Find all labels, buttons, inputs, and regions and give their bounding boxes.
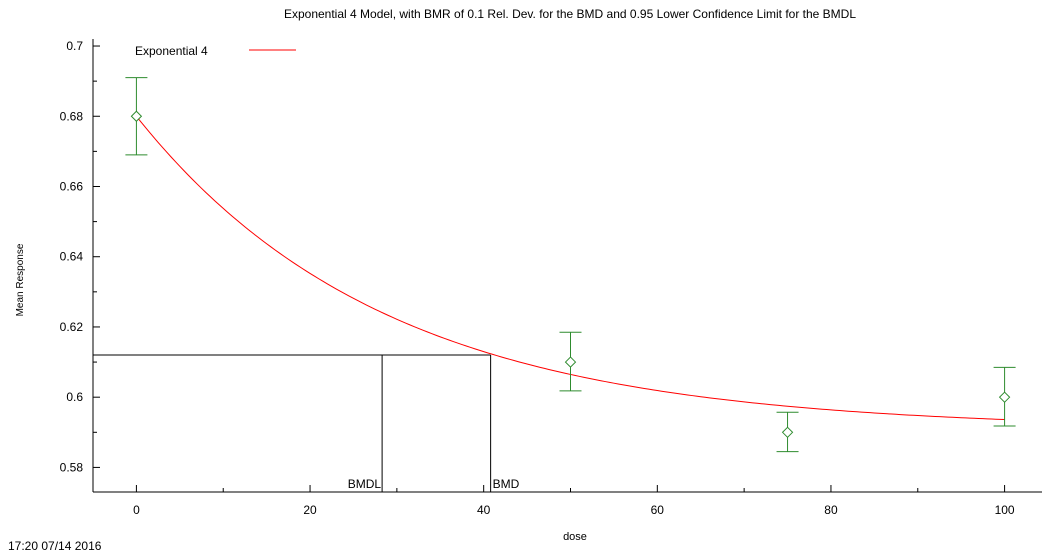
bmd-label: BMD xyxy=(493,477,520,491)
legend: Exponential 4 xyxy=(135,44,296,58)
x-tick-label: 40 xyxy=(477,503,491,517)
x-axis: 0 20 40 60 80 100 xyxy=(133,485,1015,517)
point-marker xyxy=(998,391,1011,403)
y-tick-label: 0.62 xyxy=(60,320,84,334)
bmd-reference-lines: BMDL BMD xyxy=(93,354,520,492)
chart-title: Exponential 4 Model, with BMR of 0.1 Rel… xyxy=(284,7,856,21)
x-tick-label: 20 xyxy=(303,503,317,517)
y-tick-label: 0.68 xyxy=(60,109,84,123)
observed-points-group xyxy=(125,77,1016,453)
x-tick-label: 0 xyxy=(133,503,140,517)
y-tick-label: 0.7 xyxy=(66,39,83,53)
legend-label: Exponential 4 xyxy=(135,44,208,58)
observed-point xyxy=(993,366,1016,427)
x-tick-label: 100 xyxy=(995,503,1015,517)
y-tick-label: 0.58 xyxy=(60,460,84,474)
timestamp: 17:20 07/14 2016 xyxy=(8,539,102,553)
point-marker xyxy=(130,110,143,122)
observed-point xyxy=(125,77,148,156)
x-tick-label: 60 xyxy=(651,503,665,517)
point-marker xyxy=(564,356,577,368)
y-axis: 0.58 0.6 0.62 0.64 0.66 0.68 0.7 xyxy=(60,39,100,474)
observed-point xyxy=(559,331,582,392)
plot-frame xyxy=(92,39,1042,493)
bmdl-label: BMDL xyxy=(348,477,382,491)
y-tick-label: 0.6 xyxy=(66,390,83,404)
x-tick-label: 80 xyxy=(824,503,838,517)
point-marker xyxy=(781,426,794,439)
observed-point xyxy=(776,411,799,453)
y-tick-label: 0.64 xyxy=(60,250,84,264)
y-tick-label: 0.66 xyxy=(60,179,84,193)
y-axis-label: Mean Response xyxy=(15,243,26,316)
x-axis-label: dose xyxy=(563,531,587,543)
